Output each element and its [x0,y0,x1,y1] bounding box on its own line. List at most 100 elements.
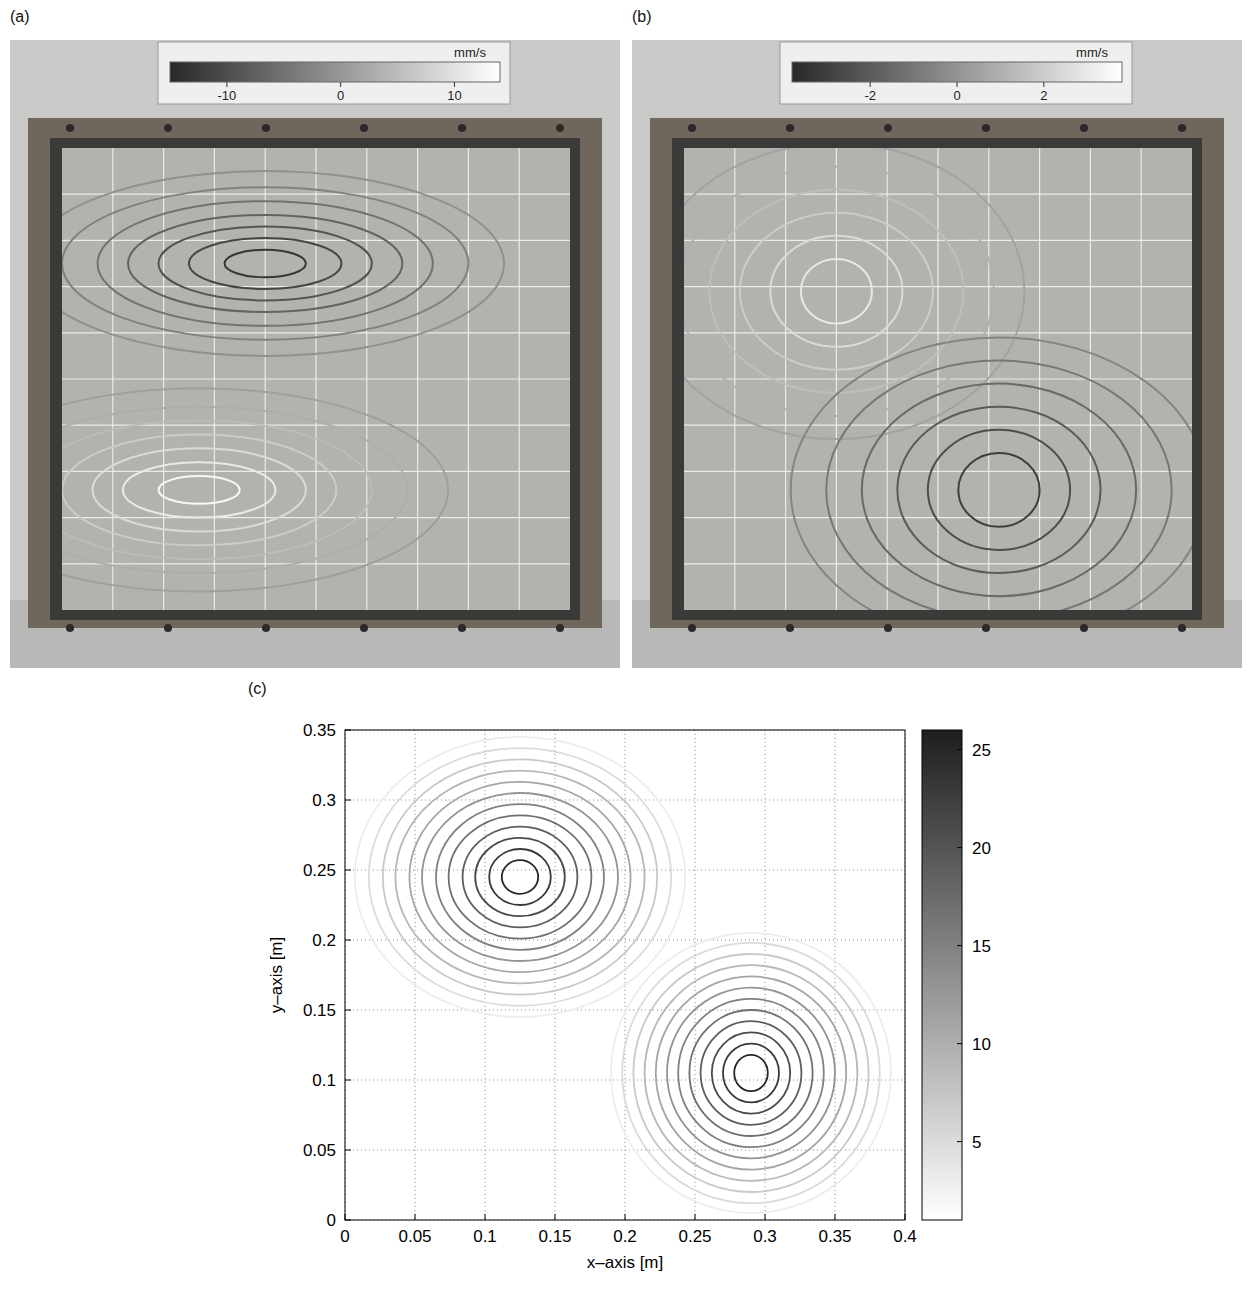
colorbar [170,62,500,82]
contour-line [62,171,504,356]
contour-line [684,166,994,415]
contours [684,148,1192,610]
plate-grid [684,471,1192,472]
contour-line [826,361,1171,610]
colorbar-tick-label: 5 [972,1133,981,1152]
y-tick [345,940,351,941]
colorbar-tick [454,82,455,87]
colorbar-tick [957,945,962,946]
bolt [66,124,74,132]
colorbar-tick-label: 15 [972,937,991,956]
contours [62,171,504,591]
contour-line [395,771,644,984]
tank-frame [650,118,1224,628]
contour-line [92,448,305,531]
colorbar-tick [226,82,227,87]
contour-line [98,201,433,326]
contour-line [422,793,618,961]
x-tick [345,1214,346,1220]
colorbar [922,730,962,1220]
y-tick [345,870,351,871]
contour-line [645,965,858,1181]
tank-frame [28,118,602,628]
colorbar-unit: mm/s [1076,45,1108,60]
colorbar-tick [870,82,871,87]
x-tick [835,1214,836,1220]
contour-line [897,407,1100,573]
x-tick-label: 0 [340,1227,349,1246]
contour-line [62,407,407,573]
bolt [884,124,892,132]
plot-area [345,730,905,1220]
contour-line [723,1044,779,1103]
y-tick-label: 0.25 [303,861,336,880]
contour-line [62,187,468,339]
colorbar-tick-label: 10 [972,1035,991,1054]
photo-background [632,40,1242,668]
bolt [982,124,990,132]
panel-label: (c) [248,680,267,697]
bolt [556,124,564,132]
grid-line [415,730,416,1220]
bolt [66,624,74,632]
bolt [360,624,368,632]
colorbar-tick-label: 20 [972,839,991,858]
plate-grid [468,148,469,610]
panel-label: (b) [632,8,652,25]
bolt [360,124,368,132]
contour-line [62,388,448,591]
colorbar-tick-label: 0 [337,88,344,103]
plate-grid [62,471,570,472]
y-tick [345,1150,351,1151]
grid-line [345,870,905,871]
contour-line [123,462,275,517]
x-tick [415,1214,416,1220]
bolt [1080,624,1088,632]
x-tick [695,1214,696,1220]
contour-line [689,1010,812,1136]
contour-line [622,943,880,1203]
bolt [786,124,794,132]
contour-line [667,988,835,1159]
y-tick [345,1220,351,1221]
contour-line [189,238,341,289]
bolt [458,124,466,132]
contour-line [678,999,824,1147]
contour-line [449,815,592,938]
colorbar-tick [340,82,341,87]
grid-line [485,730,486,1220]
x-tick-label: 0.25 [678,1227,711,1246]
contour-line [709,190,963,393]
contour-line [475,838,565,916]
y-tick [345,800,351,801]
plate-grid [684,517,1192,518]
bolt [164,624,172,632]
contour-line [656,976,846,1169]
x-tick-label: 0.05 [398,1227,431,1246]
x-tick [485,1214,486,1220]
plate-grid [519,148,520,610]
colorbar-tick-label: -2 [864,88,876,103]
contour-line [801,259,872,324]
colorbar-box [158,42,510,104]
grid-line [695,730,696,1220]
panel-label: (a) [10,8,30,25]
colorbar-unit: mm/s [454,45,486,60]
bolt [1178,624,1186,632]
colorbar-tick-label: -10 [217,88,236,103]
x-tick-label: 0.1 [473,1227,497,1246]
figure: -10010mm/s(a)-202mm/s(b)00.050.10.150.20… [0,0,1248,1290]
bolt [982,624,990,632]
colorbar-tick-label: 2 [1040,88,1047,103]
y-tick [345,730,351,731]
tank-inner-frame [672,138,1202,620]
colorbar-tick [957,1141,962,1142]
bolt [262,624,270,632]
y-tick [345,1010,351,1011]
colorbar-tick [957,749,962,750]
grid-line [345,1080,905,1081]
y-tick-label: 0.05 [303,1141,336,1160]
plate-grid [366,148,367,610]
y-tick-label: 0.1 [312,1071,336,1090]
contour-line [463,827,578,928]
